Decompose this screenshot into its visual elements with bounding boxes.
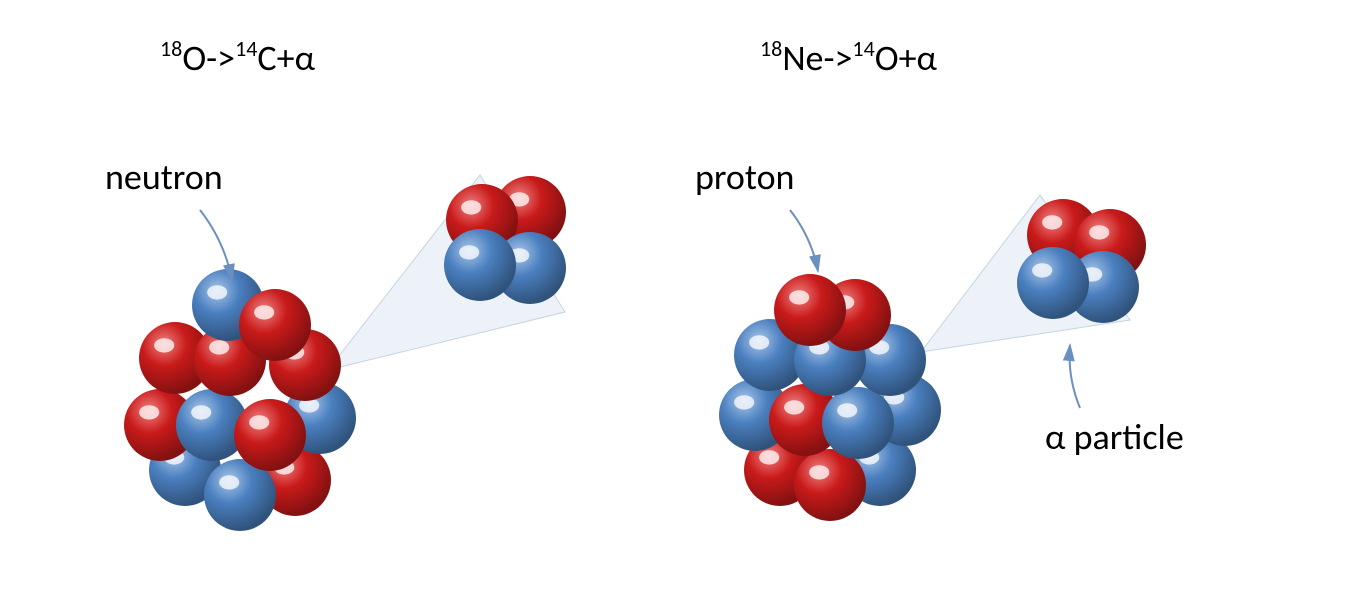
nucleus-18Ne-s11 <box>774 274 846 346</box>
nucleus-18O-s11 <box>239 289 311 361</box>
nucleus-18O-s7 <box>234 399 306 471</box>
alpha-right-s3 <box>1017 247 1089 319</box>
proton-arrow <box>790 210 818 271</box>
alpha-right <box>1017 199 1146 323</box>
alpha-left-s3 <box>444 229 516 301</box>
nucleus-18Ne-s6 <box>822 387 894 459</box>
alpha-left <box>444 176 566 304</box>
nucleus-18Ne-s2 <box>794 449 866 521</box>
nucleus-18O <box>124 269 356 531</box>
nuclear-diagram: { "canvas": { "w": 1350, "h": 614, "bg":… <box>0 0 1350 614</box>
nucleus-18Ne <box>719 274 941 521</box>
scene-svg <box>0 0 1350 614</box>
alpha-arrow <box>1070 345 1080 408</box>
